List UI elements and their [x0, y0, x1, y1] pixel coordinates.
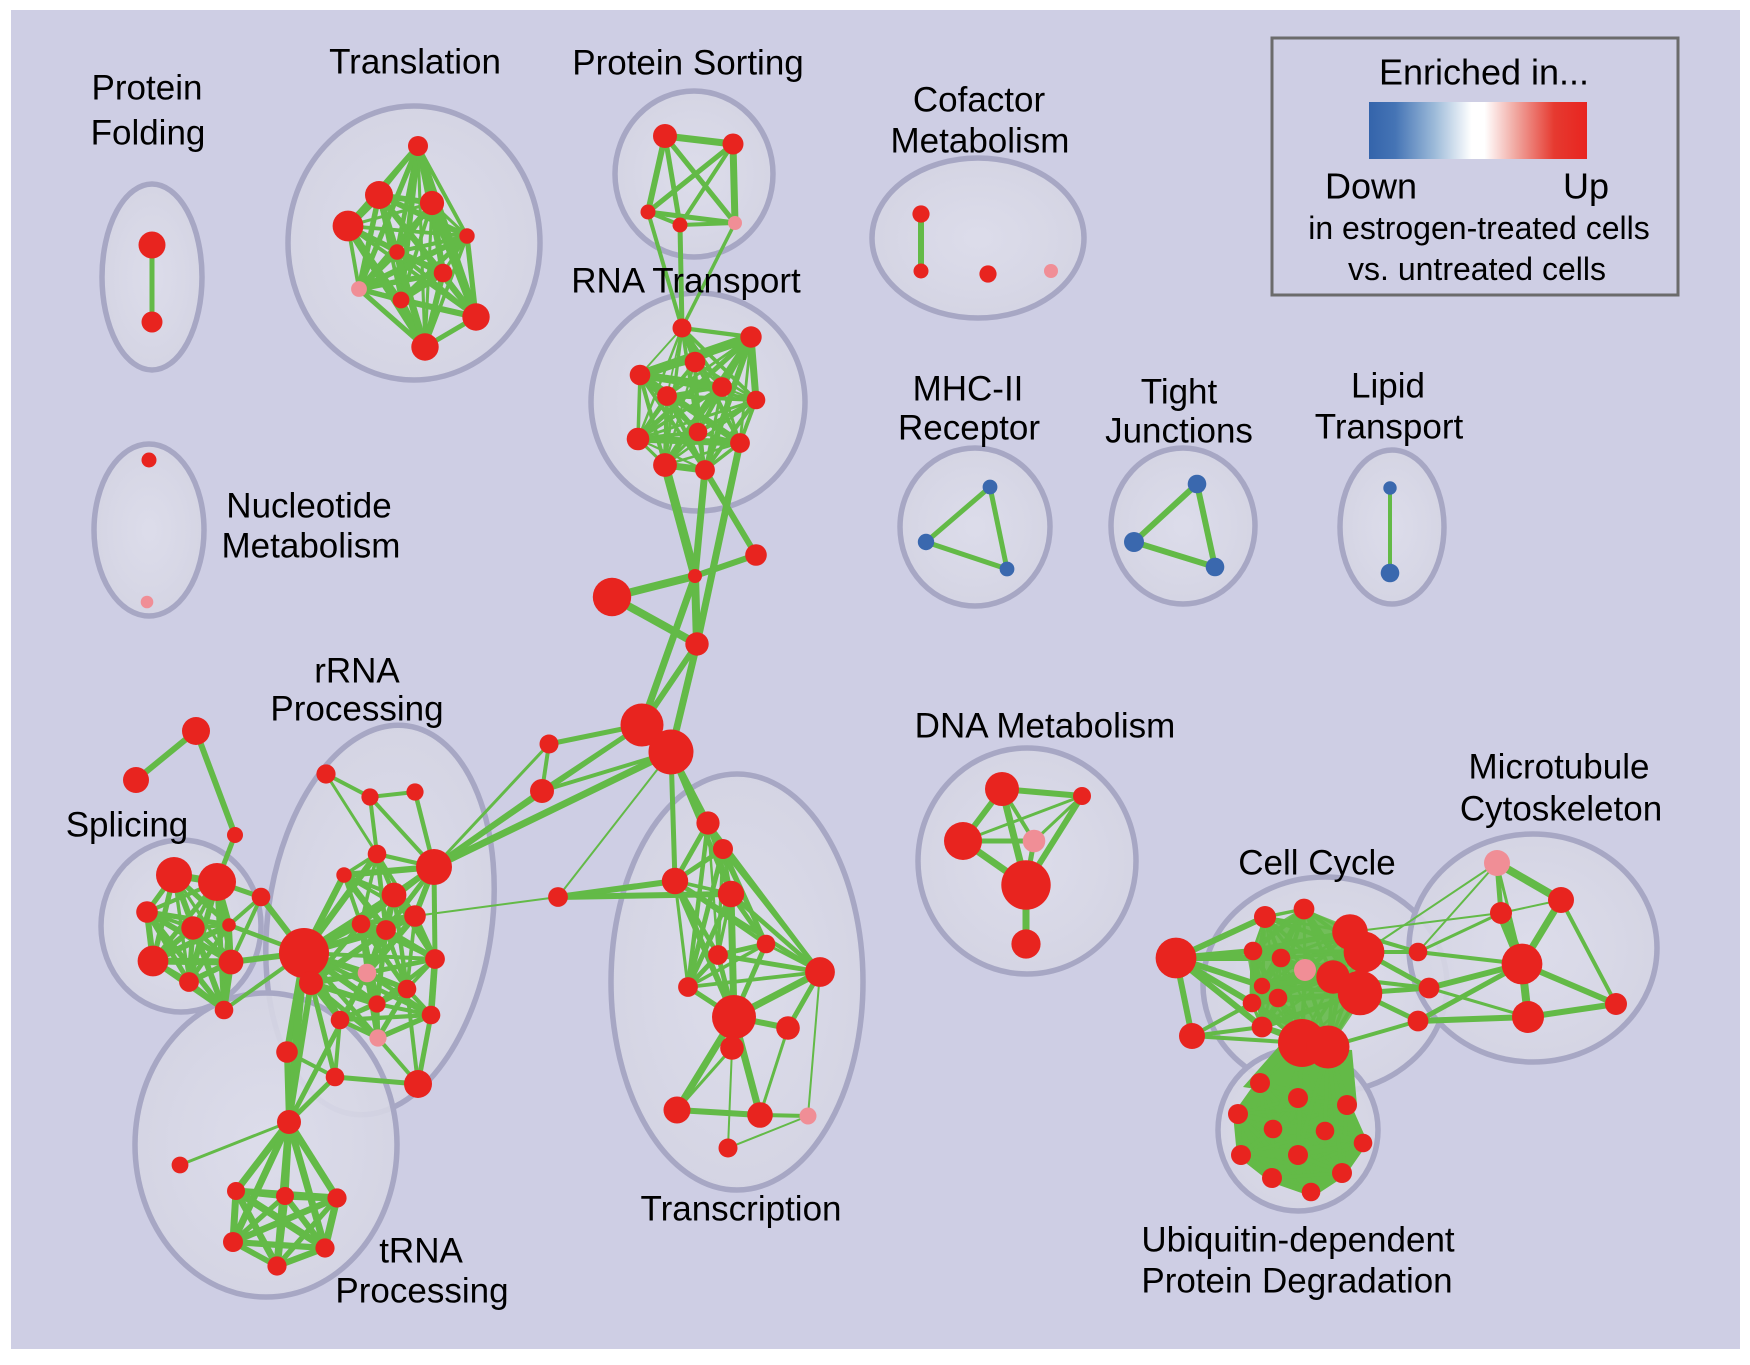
svg-text:Folding: Folding — [91, 114, 206, 153]
svg-text:Protein Degradation: Protein Degradation — [1141, 1262, 1452, 1301]
svg-text:Metabolism: Metabolism — [222, 527, 401, 566]
svg-text:tRNA: tRNA — [379, 1232, 463, 1271]
svg-text:Translation: Translation — [329, 43, 501, 82]
svg-text:Metabolism: Metabolism — [891, 122, 1070, 161]
svg-text:Transport: Transport — [1315, 408, 1464, 447]
svg-text:Processing: Processing — [335, 1272, 508, 1311]
svg-text:Down: Down — [1325, 166, 1417, 207]
svg-text:Protein: Protein — [92, 69, 203, 108]
svg-text:Cell Cycle: Cell Cycle — [1238, 844, 1396, 883]
svg-text:Receptor: Receptor — [898, 409, 1040, 448]
svg-text:Ubiquitin-dependent: Ubiquitin-dependent — [1141, 1221, 1455, 1260]
svg-text:RNA Transport: RNA Transport — [571, 262, 801, 301]
svg-text:Junctions: Junctions — [1105, 412, 1253, 451]
svg-text:Microtubule: Microtubule — [1469, 748, 1650, 787]
svg-text:Protein Sorting: Protein Sorting — [572, 44, 804, 83]
svg-text:Processing: Processing — [270, 690, 443, 729]
svg-text:Splicing: Splicing — [66, 806, 189, 845]
svg-text:MHC-II: MHC-II — [913, 370, 1024, 409]
svg-text:Cytoskeleton: Cytoskeleton — [1460, 790, 1662, 829]
svg-text:Cofactor: Cofactor — [913, 81, 1046, 120]
svg-text:Up: Up — [1563, 166, 1609, 207]
svg-text:Nucleotide: Nucleotide — [226, 487, 391, 526]
svg-text:Lipid: Lipid — [1351, 367, 1425, 406]
svg-text:DNA Metabolism: DNA Metabolism — [915, 707, 1176, 746]
svg-text:Tight: Tight — [1141, 373, 1218, 412]
svg-text:in estrogen-treated cells: in estrogen-treated cells — [1308, 210, 1650, 246]
svg-text:Transcription: Transcription — [641, 1190, 842, 1229]
svg-text:vs. untreated cells: vs. untreated cells — [1348, 251, 1606, 287]
svg-text:rRNA: rRNA — [314, 652, 400, 691]
svg-text:Enriched in...: Enriched in... — [1379, 52, 1589, 93]
